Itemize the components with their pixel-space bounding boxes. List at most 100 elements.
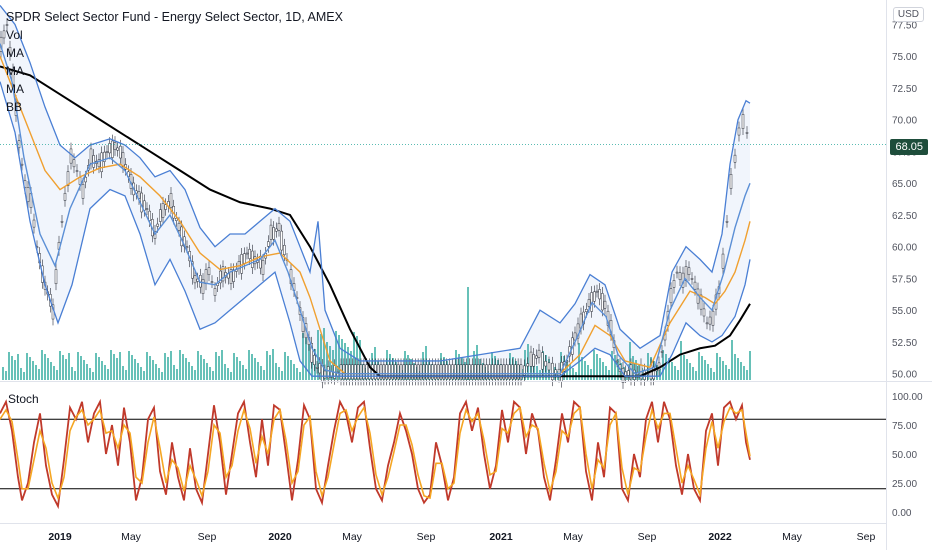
volume-bar xyxy=(128,351,130,380)
volume-bar xyxy=(14,360,16,380)
candle-body xyxy=(402,364,406,380)
legend-ma-3[interactable]: MA xyxy=(6,82,24,96)
volume-bar xyxy=(677,370,679,380)
candle-body xyxy=(72,159,76,168)
volume-bar xyxy=(224,364,226,380)
y-tick-label: 55.00 xyxy=(892,306,917,317)
volume-bar xyxy=(629,342,631,380)
candle-body xyxy=(20,163,24,166)
volume-bar xyxy=(251,354,253,380)
candle-body xyxy=(362,364,366,380)
x-tick-label: 2022 xyxy=(708,531,732,543)
y-tick-label: 62.50 xyxy=(892,211,917,222)
volume-bar xyxy=(533,362,535,380)
candle-body xyxy=(741,114,745,129)
candle-body xyxy=(448,364,451,380)
candle-body xyxy=(100,152,103,173)
candle-body xyxy=(633,369,636,380)
candle-body xyxy=(103,151,106,162)
candle-body xyxy=(8,46,12,55)
candle-body xyxy=(414,364,417,380)
volume-bar xyxy=(608,370,610,380)
candle-body xyxy=(105,151,109,153)
candle-body xyxy=(111,140,114,158)
volume-bar xyxy=(524,350,526,380)
volume-bar xyxy=(236,357,238,380)
candle-body xyxy=(479,364,483,380)
candle-body xyxy=(180,226,183,247)
volume-bar xyxy=(341,339,343,380)
candle-body xyxy=(169,193,173,208)
volume-bar xyxy=(686,359,688,380)
stoch-series-k xyxy=(0,398,751,510)
volume-bar xyxy=(590,369,592,380)
volume-bar xyxy=(323,328,325,380)
volume-bar xyxy=(359,340,361,380)
volume-bar xyxy=(476,345,478,380)
candle-body xyxy=(315,367,319,369)
y-tick-label: 65.00 xyxy=(892,179,917,190)
volume-bar xyxy=(221,350,223,380)
legend-bb[interactable]: BB xyxy=(6,100,23,114)
candle-body xyxy=(615,360,619,363)
candle-body xyxy=(66,171,70,186)
volume-bar xyxy=(713,372,715,380)
volume-bar xyxy=(407,355,409,380)
legend-ma-1[interactable]: MA xyxy=(6,46,24,60)
candle-body xyxy=(113,142,117,150)
candle-body xyxy=(462,364,466,380)
candle-body xyxy=(737,127,741,136)
volume-bar xyxy=(5,371,7,380)
legend-vol[interactable]: Vol xyxy=(6,28,23,42)
candle-body xyxy=(145,208,149,210)
y-tick-label: 77.50 xyxy=(892,21,917,32)
stoch-legend[interactable]: Stoch xyxy=(8,392,39,406)
candle-body xyxy=(687,267,691,275)
candle-body xyxy=(92,155,95,168)
candle-body xyxy=(456,364,460,380)
volume-bar xyxy=(302,333,304,380)
candle-body xyxy=(454,364,457,380)
volume-bar xyxy=(77,352,79,380)
candle-body xyxy=(376,364,380,380)
volume-bar xyxy=(659,369,661,380)
volume-bar xyxy=(260,366,262,380)
volume-bar xyxy=(266,351,268,380)
candle-body xyxy=(603,300,607,309)
legend-ma-2[interactable]: MA xyxy=(6,64,24,78)
volume-bar xyxy=(602,362,604,380)
candle-body xyxy=(535,355,538,359)
candle-body xyxy=(245,252,249,255)
x-tick-label: Sep xyxy=(638,531,657,543)
currency-button[interactable]: USD xyxy=(892,7,924,22)
candle-body xyxy=(465,364,468,380)
candle-body xyxy=(745,132,749,134)
candle-body xyxy=(89,148,93,164)
volume-bar xyxy=(347,347,349,380)
volume-bar xyxy=(47,358,49,380)
candle-body xyxy=(445,364,448,380)
volume-bar xyxy=(257,362,259,380)
candle-body xyxy=(733,154,737,163)
candle-body xyxy=(431,364,434,380)
candle-body xyxy=(672,280,676,288)
volume-bar xyxy=(188,362,190,380)
volume-bar xyxy=(722,361,724,380)
candle-body xyxy=(508,364,511,380)
candle-body xyxy=(164,204,167,210)
volume-bar xyxy=(632,356,634,380)
candle-body xyxy=(442,364,446,380)
volume-bar xyxy=(671,362,673,380)
candle-body xyxy=(494,364,497,380)
volume-bar xyxy=(185,358,187,380)
last-price-badge: 68.05 xyxy=(890,139,928,155)
candle-body xyxy=(75,170,79,172)
volume-bar xyxy=(176,369,178,380)
candle-body xyxy=(323,370,327,379)
volume-bar xyxy=(20,368,22,380)
volume-bar xyxy=(122,366,124,380)
candle-body xyxy=(140,192,143,213)
candle-body xyxy=(416,364,420,380)
candle-body xyxy=(537,349,541,358)
